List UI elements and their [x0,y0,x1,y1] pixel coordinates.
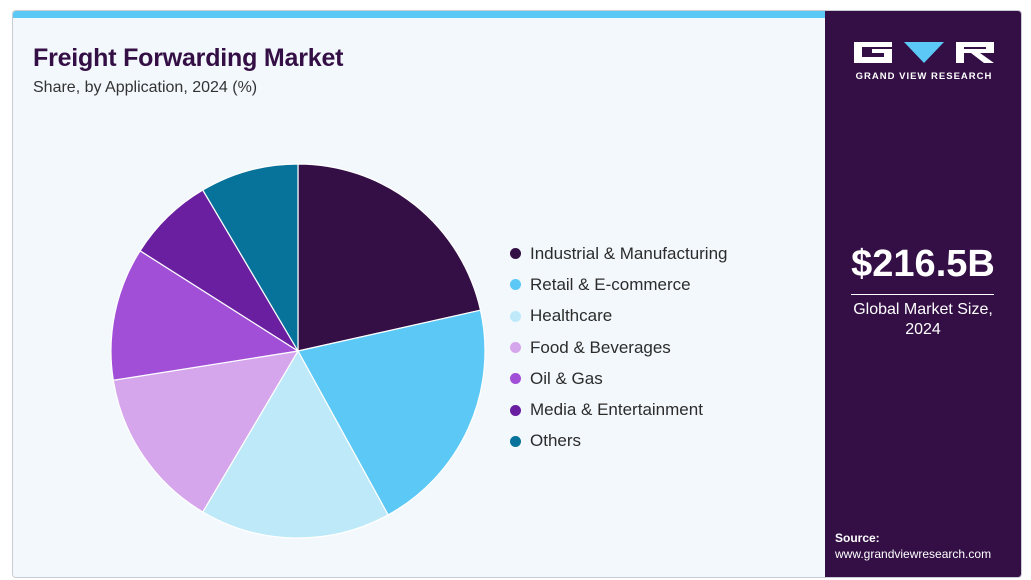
caption-line-1: Global Market Size, [853,301,993,318]
pie-chart [110,163,486,539]
brand-name: GRAND VIEW RESEARCH [855,71,993,82]
legend-item: Oil & Gas [510,363,728,394]
gvr-logo-icon [854,42,994,63]
caption-line-2: 2024 [905,321,941,338]
market-size-caption: Global Market Size, 2024 [835,300,1011,340]
brand-logo [854,39,994,65]
pie-slice-retail-e-commerce [297,309,486,516]
legend-label: Industrial & Manufacturing [530,243,728,263]
pie-slice-healthcare [201,349,389,539]
legend-item: Healthcare [510,301,728,332]
source-label: Source: [835,531,880,545]
legend-swatch [510,248,521,260]
legend-swatch [510,310,521,322]
pie-slice-industrial-manufacturing [297,163,482,352]
legend-label: Oil & Gas [530,368,603,388]
legend-swatch [510,342,521,354]
accent-bar [13,11,825,18]
legend-item: Food & Beverages [510,332,728,363]
pie-slice-food-beverages [112,350,300,513]
chart-card: Freight Forwarding Market Share, by Appl… [12,10,1022,578]
legend-label: Retail & E-commerce [530,274,691,294]
chart-subtitle: Share, by Application, 2024 (%) [33,79,258,96]
market-size-value: $216.5B [851,243,995,285]
legend-label: Food & Beverages [530,337,671,357]
legend-item: Others [510,426,728,457]
pie-slice-others [201,163,299,354]
legend-item: Media & Entertainment [510,394,728,425]
legend-item: Industrial & Manufacturing [510,238,728,269]
legend-label: Healthcare [530,306,613,326]
legend-item: Retail & E-commerce [510,269,728,300]
sidebar-panel: GRAND VIEW RESEARCH $216.5B Global Marke… [825,11,1021,577]
source-link[interactable]: www.grandviewresearch.com [835,547,992,561]
chart-legend: Industrial & Manufacturing Retail & E-com… [510,238,728,457]
legend-swatch [510,373,521,385]
legend-swatch [510,435,521,447]
legend-label: Others [530,431,582,451]
pie-slice-oil-gas [110,249,300,381]
legend-label: Media & Entertainment [530,400,703,420]
divider [851,294,994,295]
legend-swatch [510,404,521,416]
legend-swatch [510,279,521,291]
chart-panel: Freight Forwarding Market Share, by Appl… [13,18,825,577]
chart-title: Freight Forwarding Market [33,44,344,72]
